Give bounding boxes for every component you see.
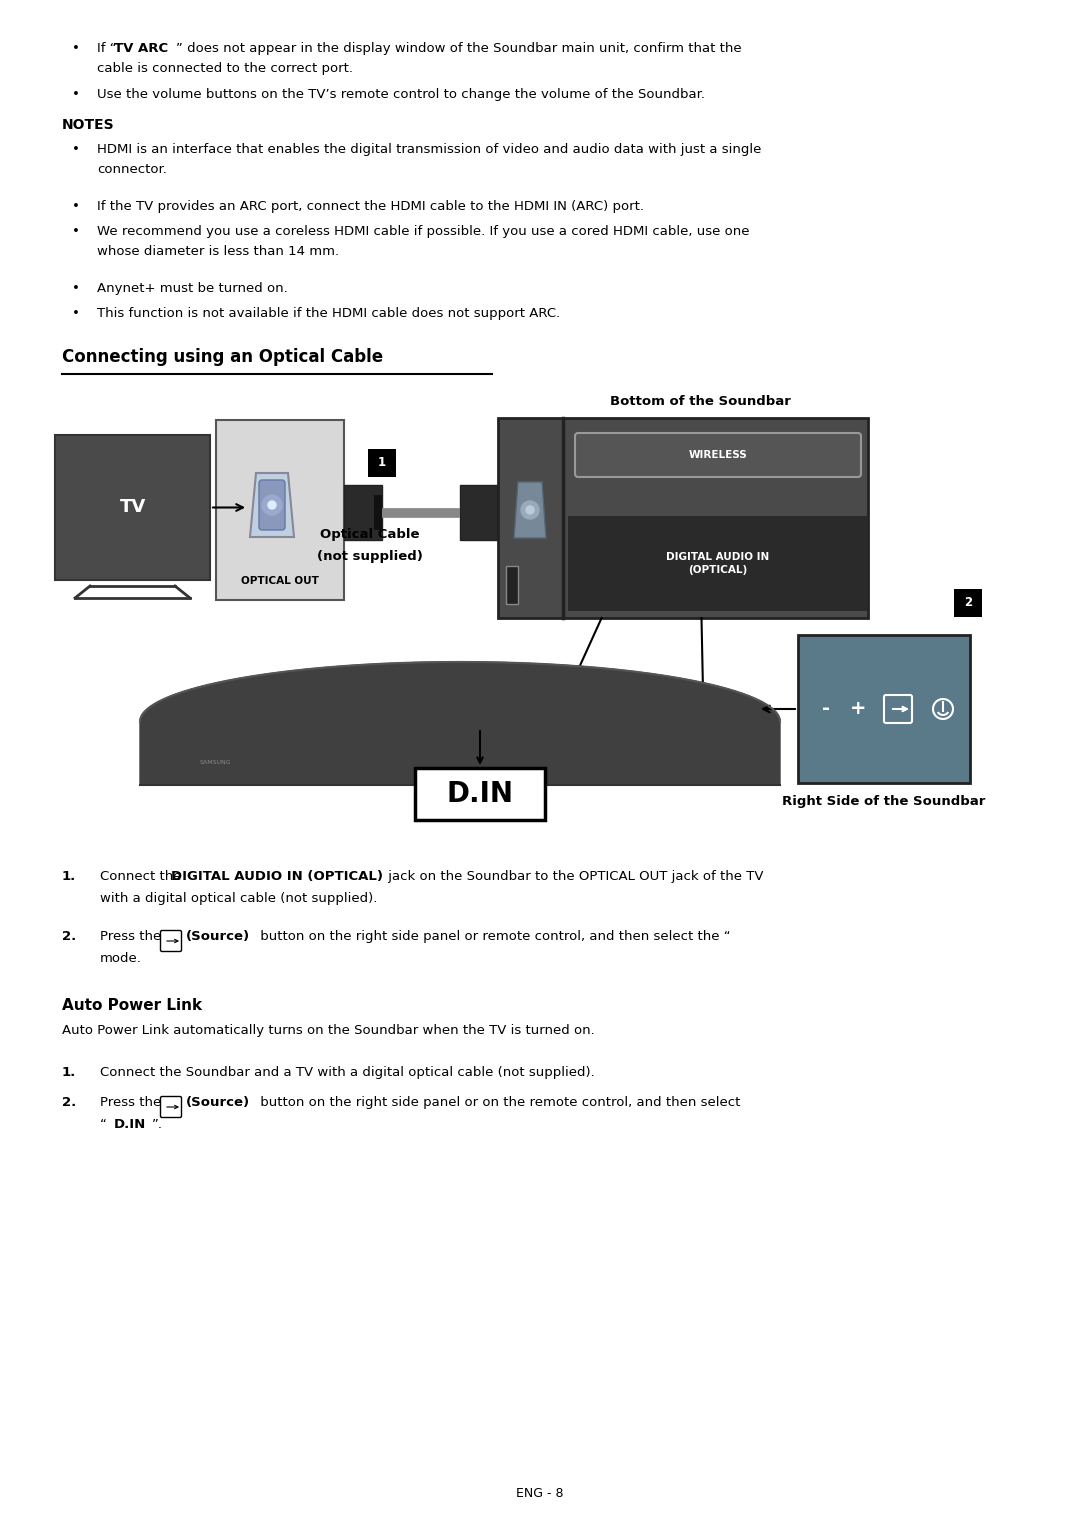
Text: •: • — [72, 306, 80, 320]
Text: 1.: 1. — [62, 1066, 77, 1079]
FancyBboxPatch shape — [345, 486, 382, 539]
Text: •: • — [72, 201, 80, 213]
Text: Press the: Press the — [100, 930, 165, 944]
FancyBboxPatch shape — [507, 565, 518, 604]
Polygon shape — [249, 473, 294, 538]
Text: Bottom of the Soundbar: Bottom of the Soundbar — [609, 395, 791, 408]
Text: 2.: 2. — [62, 1095, 77, 1109]
FancyBboxPatch shape — [954, 588, 982, 617]
Text: Use the volume buttons on the TV’s remote control to change the volume of the So: Use the volume buttons on the TV’s remot… — [97, 87, 705, 101]
FancyBboxPatch shape — [259, 480, 285, 530]
Text: jack on the Soundbar to the OPTICAL OUT jack of the TV: jack on the Soundbar to the OPTICAL OUT … — [384, 870, 764, 882]
FancyBboxPatch shape — [568, 516, 868, 611]
Text: DIGITAL AUDIO IN
(OPTICAL): DIGITAL AUDIO IN (OPTICAL) — [666, 552, 770, 574]
Text: We recommend you use a coreless HDMI cable if possible. If you use a cored HDMI : We recommend you use a coreless HDMI cab… — [97, 225, 750, 237]
Text: OPTICAL OUT: OPTICAL OUT — [241, 576, 319, 587]
Text: 2: 2 — [964, 596, 972, 610]
Circle shape — [521, 501, 539, 519]
Text: •: • — [72, 142, 80, 156]
Circle shape — [268, 501, 276, 509]
Text: Auto Power Link: Auto Power Link — [62, 997, 202, 1013]
Text: HDMI is an interface that enables the digital transmission of video and audio da: HDMI is an interface that enables the di… — [97, 142, 761, 156]
Text: Connecting using an Optical Cable: Connecting using an Optical Cable — [62, 348, 383, 366]
FancyBboxPatch shape — [798, 634, 970, 783]
Text: WIRELESS: WIRELESS — [689, 450, 747, 460]
Circle shape — [262, 495, 282, 515]
Text: (Source): (Source) — [186, 930, 251, 944]
Text: (not supplied): (not supplied) — [318, 550, 423, 562]
Text: •: • — [72, 41, 80, 55]
Text: Optical Cable: Optical Cable — [321, 529, 420, 541]
FancyBboxPatch shape — [216, 420, 345, 601]
Text: Auto Power Link automatically turns on the Soundbar when the TV is turned on.: Auto Power Link automatically turns on t… — [62, 1023, 595, 1037]
Circle shape — [933, 699, 953, 719]
Polygon shape — [140, 662, 780, 784]
Text: 1.: 1. — [62, 870, 77, 882]
Text: “: “ — [100, 1118, 107, 1131]
Text: button on the right side panel or remote control, and then select the “: button on the right side panel or remote… — [256, 930, 731, 944]
Text: with a digital optical cable (not supplied).: with a digital optical cable (not suppli… — [100, 892, 377, 905]
Text: TV: TV — [120, 498, 146, 516]
FancyBboxPatch shape — [460, 486, 498, 539]
FancyBboxPatch shape — [368, 449, 396, 476]
Text: cable is connected to the correct port.: cable is connected to the correct port. — [97, 61, 353, 75]
Text: SAMSUNG: SAMSUNG — [200, 760, 231, 764]
Text: If the TV provides an ARC port, connect the HDMI cable to the HDMI IN (ARC) port: If the TV provides an ARC port, connect … — [97, 201, 644, 213]
Text: •: • — [72, 87, 80, 101]
Text: ” does not appear in the display window of the Soundbar main unit, confirm that : ” does not appear in the display window … — [176, 41, 742, 55]
FancyBboxPatch shape — [55, 435, 210, 581]
Text: (Source): (Source) — [186, 1095, 251, 1109]
FancyBboxPatch shape — [885, 696, 912, 723]
Text: Anynet+ must be turned on.: Anynet+ must be turned on. — [97, 282, 287, 296]
Text: NOTES: NOTES — [62, 118, 114, 132]
Text: button on the right side panel or on the remote control, and then select: button on the right side panel or on the… — [256, 1095, 741, 1109]
Text: •: • — [72, 225, 80, 237]
Text: Right Side of the Soundbar: Right Side of the Soundbar — [782, 795, 986, 807]
FancyBboxPatch shape — [575, 434, 861, 476]
FancyBboxPatch shape — [498, 418, 868, 617]
Text: Connect the Soundbar and a TV with a digital optical cable (not supplied).: Connect the Soundbar and a TV with a dig… — [100, 1066, 595, 1079]
Text: D.IN: D.IN — [114, 1118, 146, 1131]
Text: -: - — [822, 700, 831, 719]
Text: TV ARC: TV ARC — [114, 41, 168, 55]
FancyBboxPatch shape — [161, 1097, 181, 1117]
Circle shape — [526, 506, 534, 515]
Text: ENG - 8: ENG - 8 — [516, 1488, 564, 1500]
FancyBboxPatch shape — [415, 768, 545, 820]
Text: 1: 1 — [378, 457, 386, 469]
Polygon shape — [514, 483, 546, 538]
Text: DIGITAL AUDIO IN (OPTICAL): DIGITAL AUDIO IN (OPTICAL) — [171, 870, 383, 882]
Text: 2.: 2. — [62, 930, 77, 944]
Text: +: + — [850, 700, 866, 719]
FancyBboxPatch shape — [161, 930, 181, 951]
Text: This function is not available if the HDMI cable does not support ARC.: This function is not available if the HD… — [97, 306, 561, 320]
Text: mode.: mode. — [100, 951, 141, 965]
Text: •: • — [72, 282, 80, 296]
Text: whose diameter is less than 14 mm.: whose diameter is less than 14 mm. — [97, 245, 339, 257]
Text: connector.: connector. — [97, 162, 167, 176]
Text: Connect the: Connect the — [100, 870, 186, 882]
Text: If “: If “ — [97, 41, 117, 55]
FancyBboxPatch shape — [374, 495, 382, 530]
Text: D.IN: D.IN — [446, 780, 513, 807]
Text: ”.: ”. — [152, 1118, 163, 1131]
Text: Press the: Press the — [100, 1095, 165, 1109]
